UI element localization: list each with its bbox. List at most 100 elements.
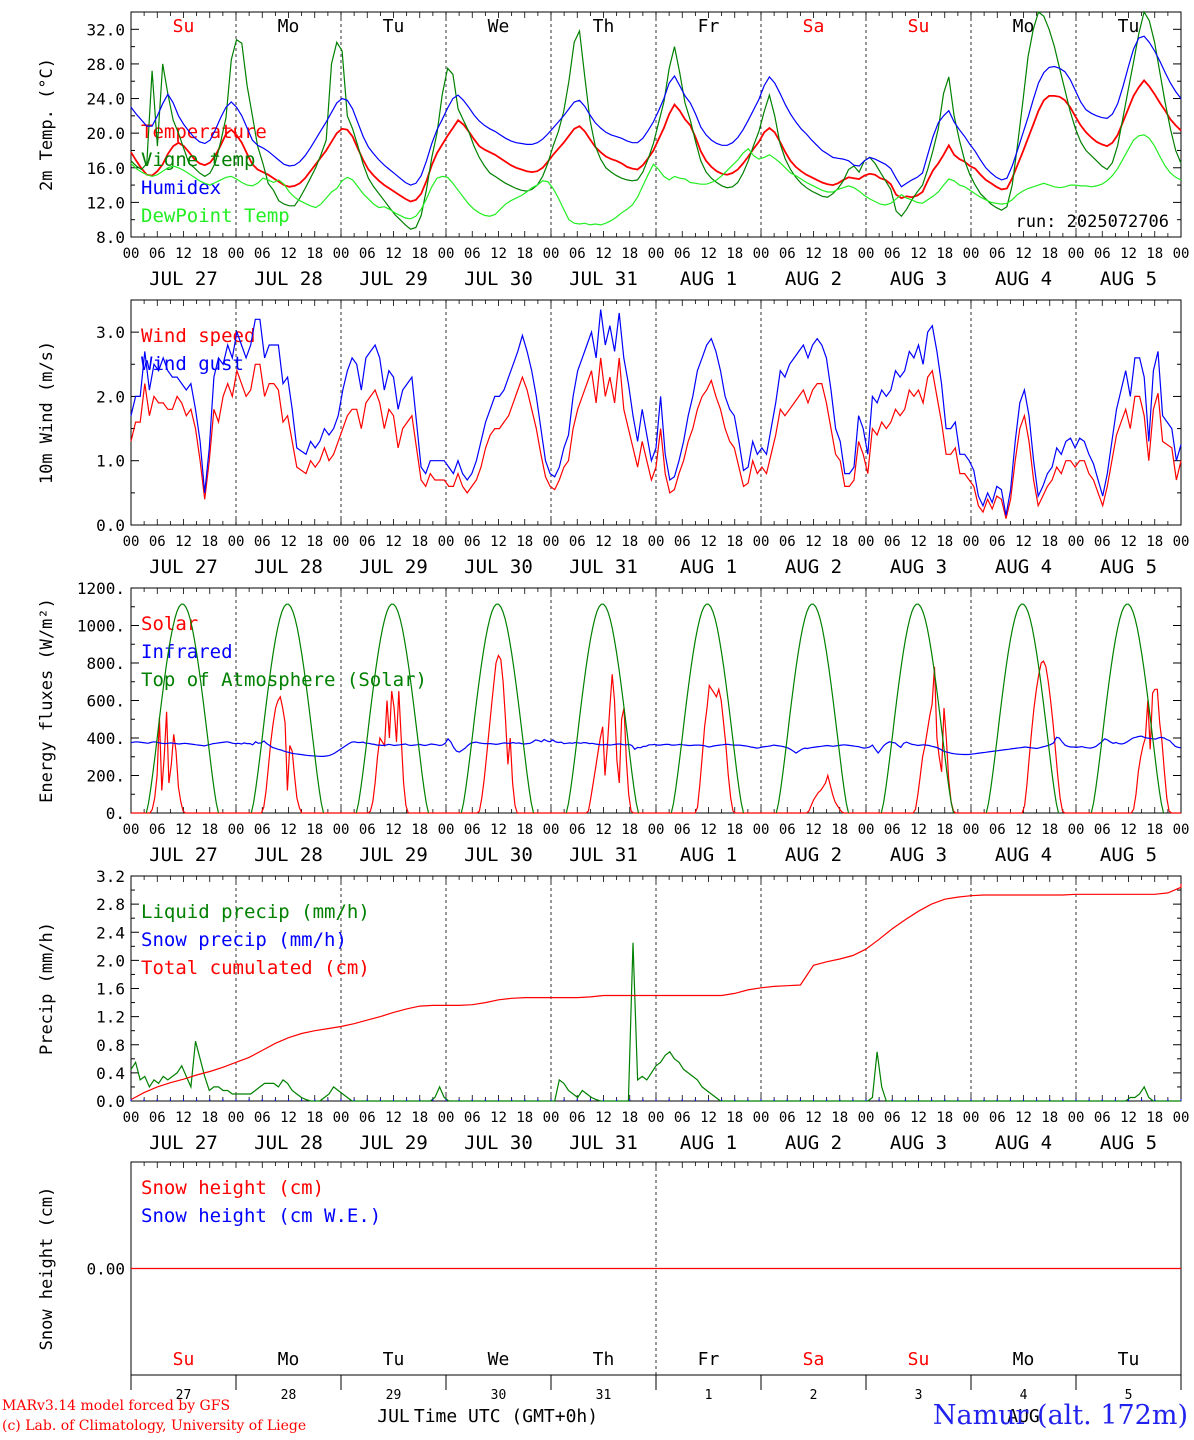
hour-label: 12 bbox=[385, 822, 402, 838]
hour-label: 18 bbox=[411, 246, 428, 262]
hour-label: 00 bbox=[963, 822, 980, 838]
y-tick-label: 0.00 bbox=[86, 1260, 125, 1279]
y-tick-label: 0.0 bbox=[96, 1092, 125, 1111]
hour-label: 00 bbox=[858, 534, 875, 550]
date-label: AUG 1 bbox=[680, 268, 737, 290]
hour-label: 06 bbox=[149, 246, 166, 262]
hour-label: 12 bbox=[805, 822, 822, 838]
hour-label: 18 bbox=[831, 246, 848, 262]
hour-label: 06 bbox=[254, 246, 271, 262]
hour-label: 00 bbox=[1173, 534, 1190, 550]
hour-label: 06 bbox=[1094, 822, 1111, 838]
hour-label: 18 bbox=[1041, 1110, 1058, 1126]
date-label: AUG 3 bbox=[890, 556, 947, 578]
weekday-label: Tu bbox=[383, 16, 405, 37]
date-label: JUL 27 bbox=[149, 844, 218, 866]
hour-label: 12 bbox=[385, 1110, 402, 1126]
y-axis-label: Energy fluxes (W/m²) bbox=[37, 598, 57, 803]
hour-label: 12 bbox=[490, 246, 507, 262]
hour-label: 06 bbox=[254, 1110, 271, 1126]
hour-label: 00 bbox=[438, 1110, 455, 1126]
hour-label: 18 bbox=[726, 822, 743, 838]
hour-label: 06 bbox=[359, 534, 376, 550]
hour-label: 18 bbox=[1146, 822, 1163, 838]
month-label: AUG bbox=[1007, 1406, 1040, 1427]
hour-label: 00 bbox=[963, 1110, 980, 1126]
hour-label: 12 bbox=[385, 246, 402, 262]
run-annotation: run: 2025072706 bbox=[1015, 212, 1169, 232]
date-label: AUG 2 bbox=[785, 1132, 842, 1154]
hour-label: 00 bbox=[123, 822, 140, 838]
date-label: JUL 29 bbox=[359, 844, 428, 866]
legend-entry: Infrared bbox=[141, 641, 233, 663]
weekday-label: Sa bbox=[803, 1349, 825, 1370]
hour-label: 12 bbox=[1015, 534, 1032, 550]
hour-label: 06 bbox=[569, 822, 586, 838]
date-label: JUL 30 bbox=[464, 268, 533, 290]
hour-label: 12 bbox=[700, 246, 717, 262]
series-top-of-atmosphere-solar bbox=[145, 603, 1165, 814]
weekday-label: Tu bbox=[1118, 1349, 1140, 1370]
hour-label: 00 bbox=[1173, 246, 1190, 262]
legend-entry: Total cumulated (cm) bbox=[141, 957, 370, 979]
series-line bbox=[130, 134, 1182, 226]
y-tick-label: 1.0 bbox=[96, 452, 125, 471]
hour-label: 12 bbox=[805, 246, 822, 262]
hour-label: 18 bbox=[411, 534, 428, 550]
hour-label: 12 bbox=[910, 534, 927, 550]
series-vigne-temp bbox=[130, 10, 1182, 230]
hour-label: 12 bbox=[280, 1110, 297, 1126]
hour-label: 18 bbox=[831, 534, 848, 550]
y-axis-label: 2m Temp. (°C) bbox=[37, 58, 57, 191]
hour-label: 06 bbox=[779, 1110, 796, 1126]
hour-label: 12 bbox=[595, 1110, 612, 1126]
hour-label: 12 bbox=[805, 534, 822, 550]
hour-label: 12 bbox=[490, 1110, 507, 1126]
hour-label: 18 bbox=[621, 246, 638, 262]
legend-entry: Temperature bbox=[141, 121, 267, 143]
date-label: AUG 3 bbox=[890, 268, 947, 290]
series-line bbox=[145, 603, 1165, 814]
panel-3: 0. 200. 400. 600. 800. 1000. 1200. Energy fluxe… bbox=[37, 579, 1189, 866]
y-tick-label: 12.0 bbox=[86, 193, 125, 212]
hour-label: 18 bbox=[1041, 246, 1058, 262]
day-number: 2 bbox=[810, 1388, 818, 1403]
legend-entry: Solar bbox=[141, 613, 198, 635]
hour-label: 00 bbox=[858, 822, 875, 838]
date-label: AUG 1 bbox=[680, 1132, 737, 1154]
panel-2: 0.0 1.0 2.0 3.0 10m Wind (m/s) 00 06 12 18 JUL 27… bbox=[37, 299, 1190, 578]
day-number: 5 bbox=[1125, 1388, 1133, 1403]
hour-label: 12 bbox=[385, 534, 402, 550]
hour-label: 06 bbox=[1094, 1110, 1111, 1126]
date-label: JUL 27 bbox=[149, 556, 218, 578]
y-tick-label: 3.2 bbox=[96, 867, 125, 886]
y-tick-label: 20.0 bbox=[86, 124, 125, 143]
y-tick-label: 1.6 bbox=[96, 980, 125, 999]
y-tick-label: 16.0 bbox=[86, 159, 125, 178]
hour-label: 18 bbox=[1146, 246, 1163, 262]
hour-label: 06 bbox=[884, 822, 901, 838]
weekday-label: Su bbox=[908, 1349, 930, 1370]
date-label: AUG 3 bbox=[890, 844, 947, 866]
hour-label: 00 bbox=[123, 246, 140, 262]
date-label: JUL 28 bbox=[254, 268, 323, 290]
hour-label: 12 bbox=[1120, 534, 1137, 550]
hour-label: 18 bbox=[936, 246, 953, 262]
weekday-label: Th bbox=[593, 1349, 615, 1370]
hour-label: 00 bbox=[1068, 1110, 1085, 1126]
date-label: JUL 27 bbox=[149, 1132, 218, 1154]
hour-label: 12 bbox=[175, 534, 192, 550]
hour-label: 06 bbox=[149, 1110, 166, 1126]
hour-label: 06 bbox=[989, 246, 1006, 262]
hour-label: 06 bbox=[149, 822, 166, 838]
hour-label: 18 bbox=[201, 1110, 218, 1126]
credit-model: MARv3.14 model forced by GFS bbox=[2, 1398, 231, 1414]
hour-label: 06 bbox=[884, 534, 901, 550]
hour-label: 00 bbox=[1068, 246, 1085, 262]
hour-label: 06 bbox=[989, 822, 1006, 838]
hour-label: 12 bbox=[910, 1110, 927, 1126]
series-line bbox=[130, 35, 1182, 188]
date-label: AUG 2 bbox=[785, 844, 842, 866]
hour-label: 18 bbox=[201, 534, 218, 550]
